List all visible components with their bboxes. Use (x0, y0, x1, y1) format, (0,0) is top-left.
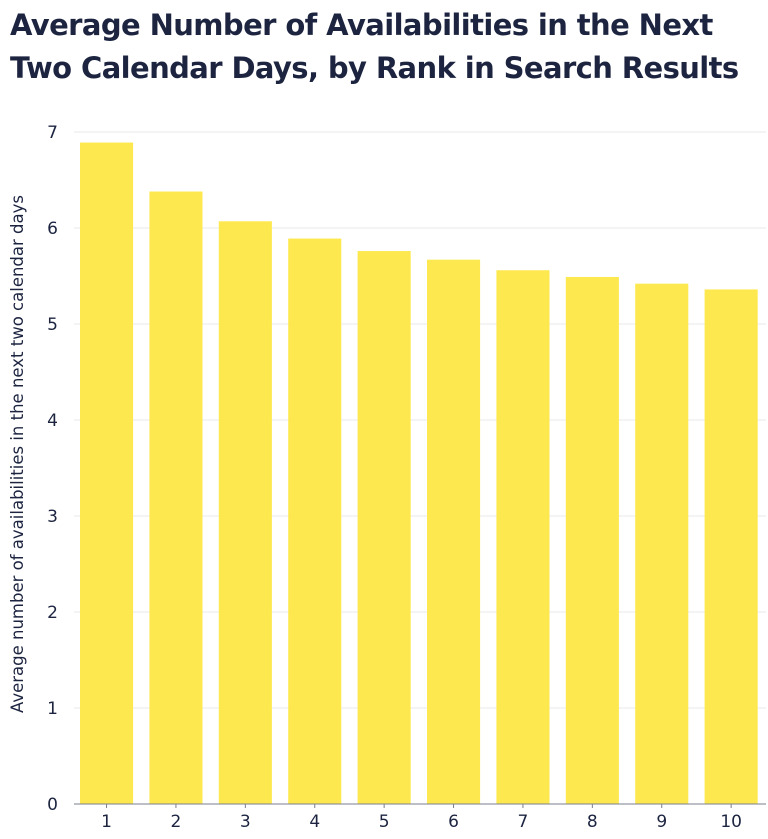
x-tick-label: 8 (587, 812, 598, 832)
y-axis-ticks: 0 1 2 3 4 5 6 7 (47, 123, 58, 815)
y-tick-label: 6 (47, 219, 58, 239)
x-tick-label: 1 (101, 812, 112, 832)
y-tick-label: 2 (47, 603, 58, 623)
y-tick-label: 0 (47, 795, 58, 815)
x-axis-ticks: 1 2 3 4 5 6 7 8 9 10 (101, 804, 742, 832)
y-tick-label: 4 (47, 411, 58, 431)
bar (427, 259, 481, 804)
bar (80, 142, 134, 804)
bar (218, 221, 272, 804)
y-tick-label: 3 (47, 507, 58, 527)
y-tick-label: 5 (47, 315, 58, 335)
bar (496, 270, 550, 804)
x-tick-label: 3 (240, 812, 251, 832)
y-axis-title: Average number of availabilities in the … (8, 195, 27, 713)
y-tick-label: 1 (47, 699, 58, 719)
x-tick-label: 4 (309, 812, 320, 832)
x-tick-label: 5 (379, 812, 390, 832)
x-tick-label: 7 (518, 812, 529, 832)
x-tick-label: 2 (171, 812, 182, 832)
x-tick-label: 10 (720, 812, 742, 832)
bar (704, 289, 758, 804)
x-tick-label: 6 (448, 812, 459, 832)
bars (80, 142, 758, 805)
chart-title: Average Number of Availabilities in the … (10, 8, 739, 85)
bar (635, 283, 689, 804)
y-tick-label: 7 (47, 123, 58, 143)
bar (149, 191, 203, 804)
bar (565, 276, 619, 805)
bar (357, 251, 411, 805)
x-tick-label: 9 (656, 812, 667, 832)
bar (288, 238, 342, 804)
